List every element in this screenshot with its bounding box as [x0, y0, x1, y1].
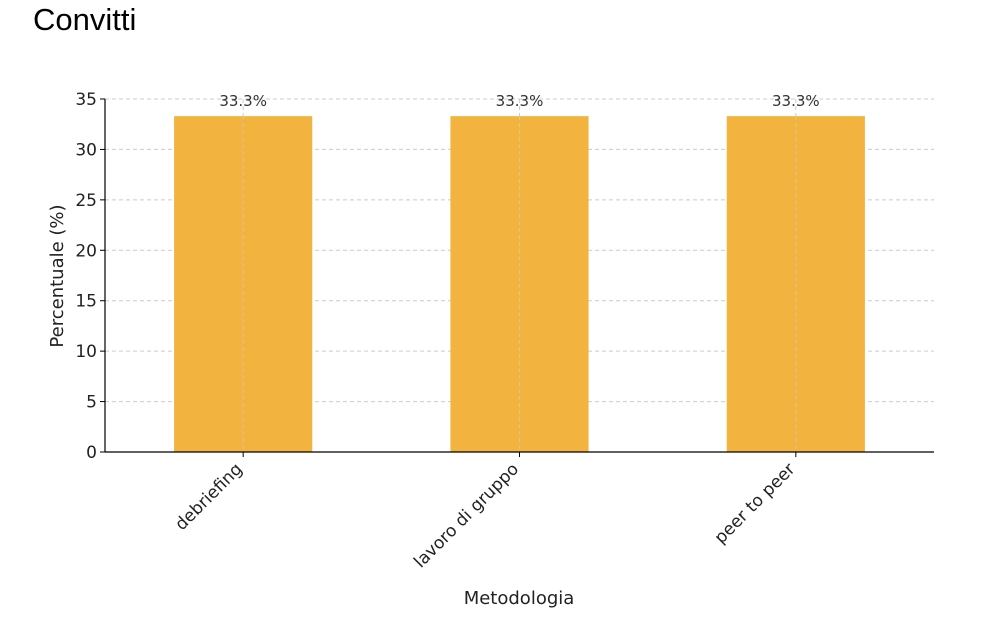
axes	[100, 98, 934, 457]
x-tick-label: debriefing	[171, 459, 246, 534]
bar	[726, 116, 865, 452]
x-tick-label: lavoro di gruppo	[410, 459, 523, 572]
y-tick-label: 25	[75, 191, 97, 211]
bar-data-label: 33.3%	[219, 92, 267, 110]
y-tick-label: 15	[75, 292, 97, 312]
y-tick-label: 0	[86, 443, 97, 463]
bar	[450, 116, 589, 452]
y-axis-title: Percentuale (%)	[47, 204, 68, 347]
y-tick-label: 10	[75, 342, 97, 362]
y-tick-label: 30	[75, 140, 97, 160]
x-axis-title: Metodologia	[464, 588, 575, 609]
y-tick-label: 35	[75, 90, 97, 110]
y-tick-label: 20	[75, 241, 97, 261]
y-tick-label: 5	[86, 393, 97, 413]
bar	[174, 116, 313, 452]
bar-data-label: 33.3%	[772, 92, 820, 110]
bar-data-label: 33.3%	[496, 92, 544, 110]
x-tick-label: peer to peer	[711, 459, 800, 548]
bars	[174, 116, 865, 452]
page-title: Convitti	[33, 2, 137, 37]
